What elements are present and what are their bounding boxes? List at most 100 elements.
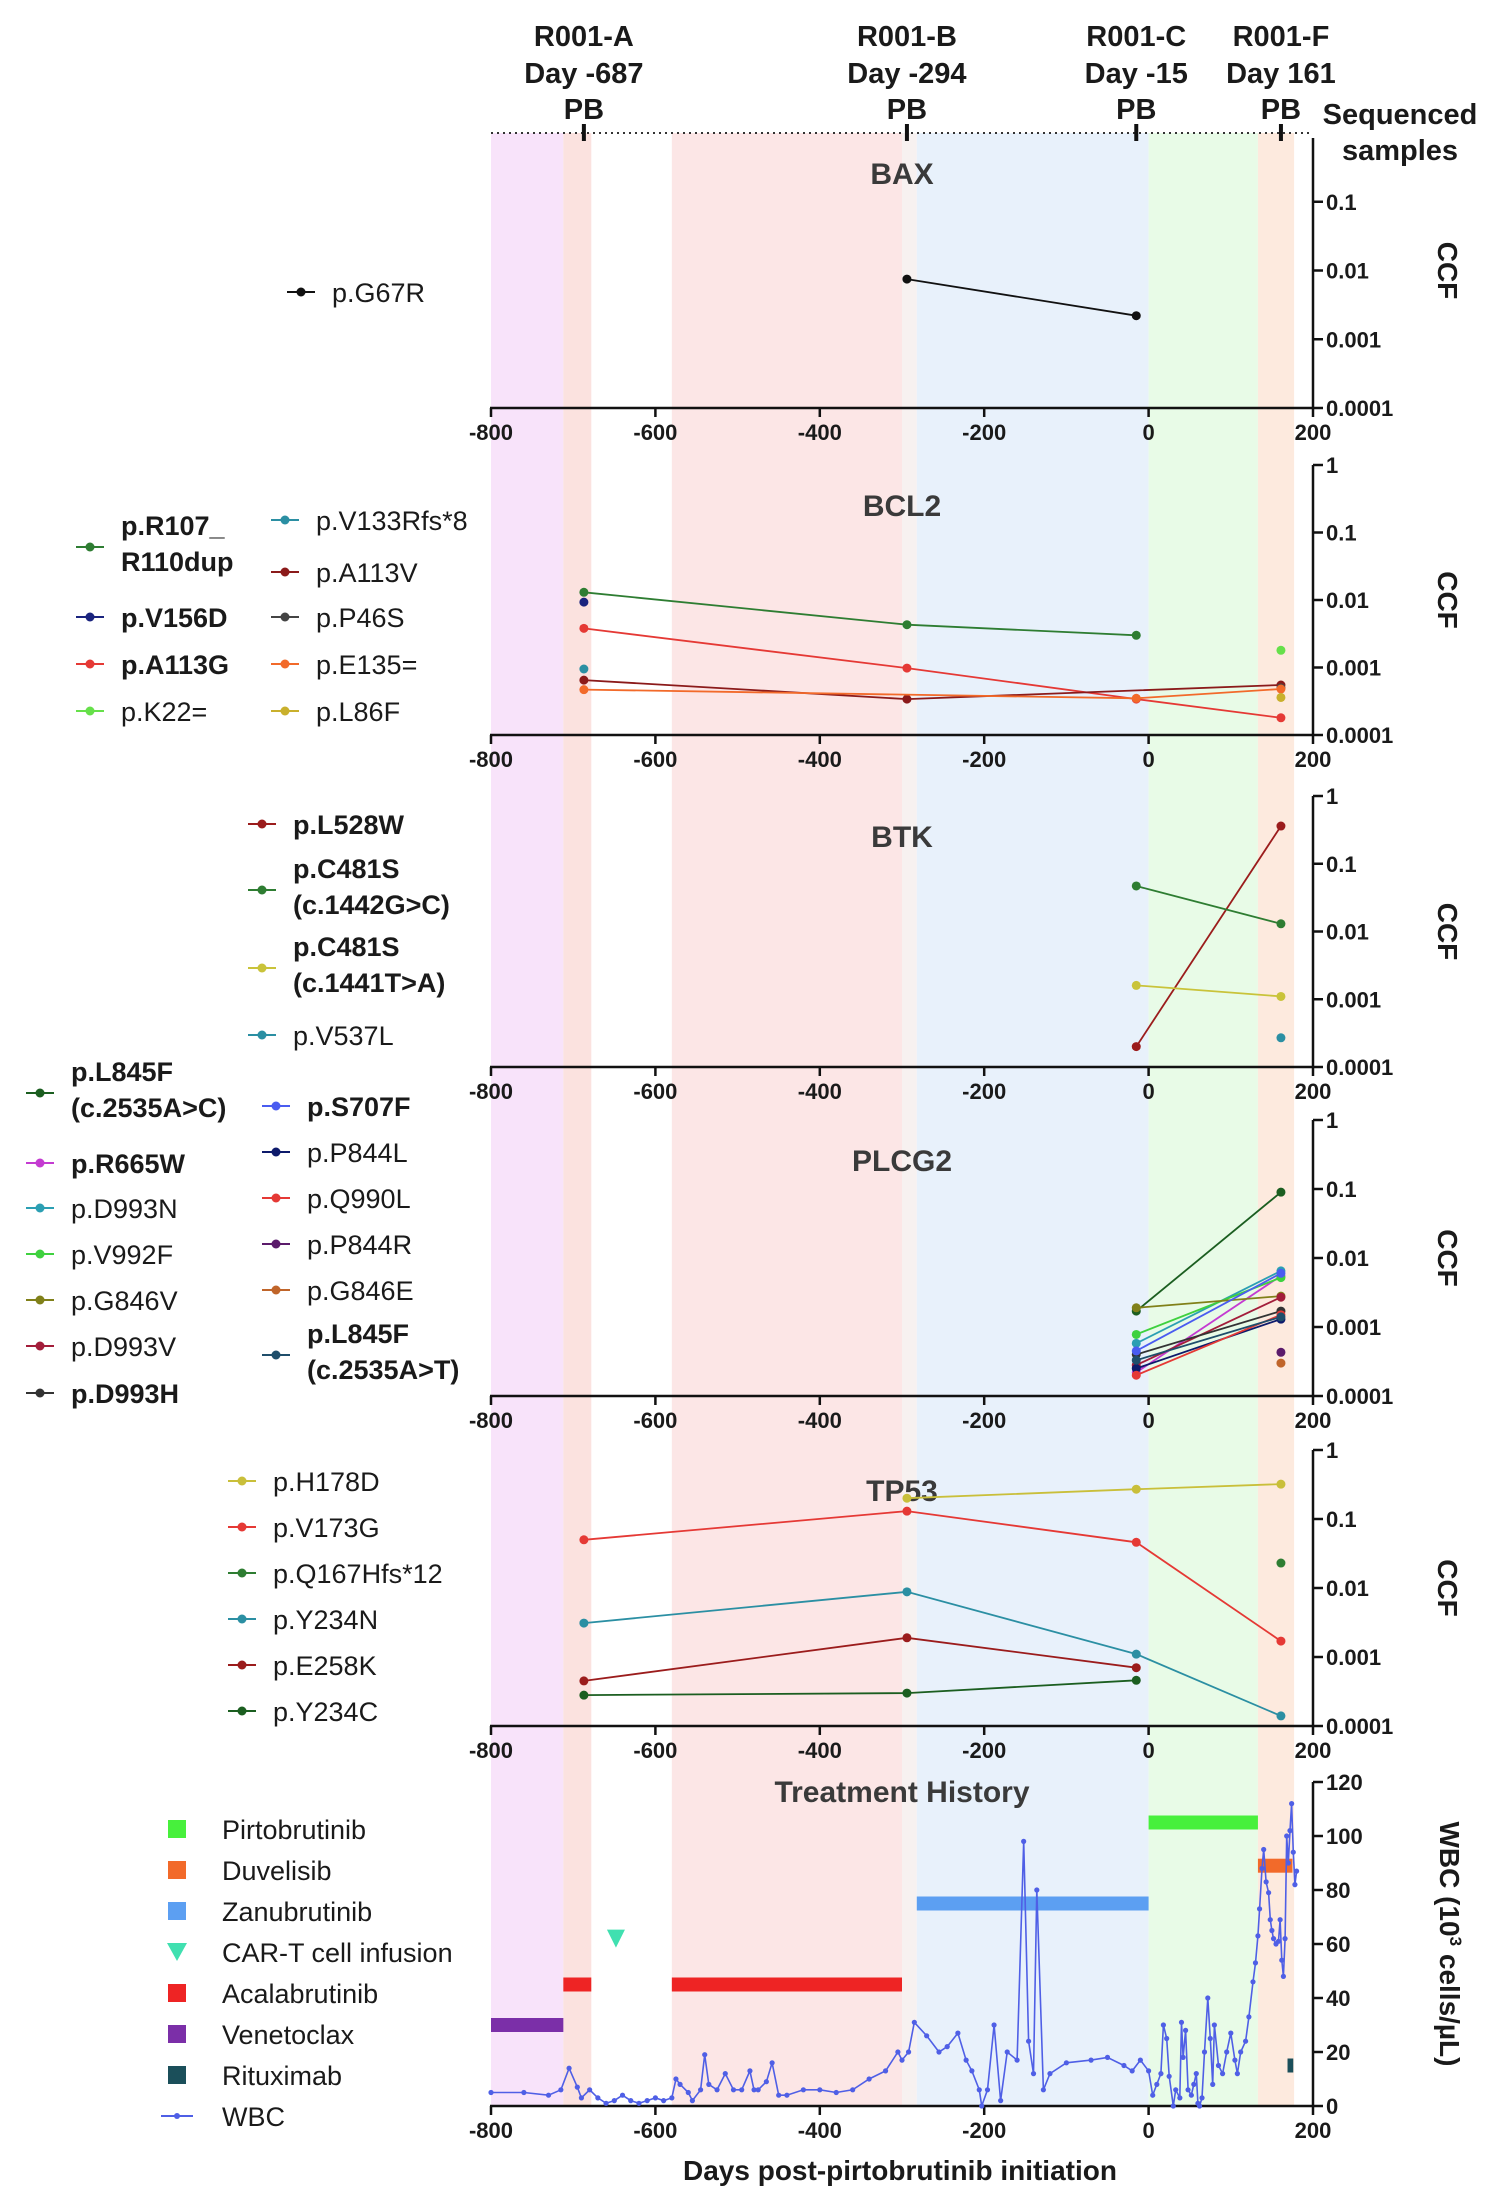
legend-entry-bax-p-g67r: p.G67R [287,278,425,308]
legend-label: p.L845F [71,1057,173,1087]
legend-label: (c.2535A>T) [307,1355,459,1385]
wbc-point [991,2022,997,2028]
legend-entry-bcl2-p-p46s: p.P46S [271,603,405,633]
series-line [1136,885,1282,925]
series-line [1136,1318,1282,1370]
x-axis-panel-3: -800 -600 -400 -200 0 200 [469,1394,1331,1433]
wbc-point [1104,2054,1111,2060]
wbc-point [1277,1917,1283,1923]
series-btk-p-c481s-c-1441t-a [1131,980,1286,1001]
series-line [1136,984,1281,998]
data-point [1276,1711,1286,1721]
series-line [1135,1275,1282,1374]
panel-tp53: 0.0001 0.001 0.01 0.1 1 CCF TP53 -800 -600 -400 -2… [228,1438,1463,1763]
data-point [1131,1042,1141,1052]
legend-entry-plcg2-p-p844r: p.P844R [262,1230,412,1260]
series-tp53-p-q167hfs-12 [1276,1558,1286,1568]
sample-type-r001-c: PB [1116,94,1156,126]
series-line [1135,1270,1282,1345]
data-point [1131,1303,1141,1313]
wbc-point [1040,2087,1046,2093]
legend-marker [280,706,290,716]
legend-swatch [168,2025,186,2043]
legend-entry-tp53-p-h178d: p.H178D [228,1467,380,1497]
ccf-tick-label: 0.1 [1326,1507,1357,1532]
wbc-point [566,2065,572,2071]
ccf-axis-title: CCF [1432,1229,1463,1287]
wbc-point [1285,1860,1291,1866]
wbc-point [1170,2103,1176,2109]
wbc-point [1193,2071,1199,2077]
sample-day-r001-b: Day -294 [847,58,966,90]
legend-marker [35,1203,45,1213]
wbc-point [1164,2035,1170,2042]
legend-entry-bcl2-p-l86f: p.L86F [271,697,400,727]
legend-marker [237,1522,247,1532]
legend-marker [237,1706,247,1716]
wbc-point [644,2098,650,2104]
legend-swatch-dot [174,2113,180,2119]
x-tick-label: -400 [798,1408,842,1433]
wbc-point [1205,1995,1211,2001]
legend-label: p.G846E [307,1276,414,1306]
wbc-point [1166,2073,1172,2079]
wbc-point [747,2068,753,2074]
x-tick-label: 200 [1295,747,1332,772]
sample-name-r001-a: R001-A [534,21,634,53]
legend-entry-btk-p-c481s-c-1441t-a: p.C481S (c.1441T>A) [248,932,445,998]
wbc-tick-label: 20 [1326,2040,1350,2065]
wbc-point [1255,1933,1261,1939]
x-tick-label: -200 [962,1408,1006,1433]
data-point [1131,1649,1141,1659]
data-point [1131,693,1141,703]
x-tick-label: 200 [1295,420,1332,445]
series-bax-p-g67r [902,274,1141,321]
legend-label: p.C481S [293,854,400,884]
x-tick-label: -600 [633,2118,677,2143]
wbc-point [1034,1887,1040,1893]
ccf-tick-label: 0.001 [1326,987,1381,1012]
legend-entry-plcg2-p-l845f-c-2535a-t: p.L845F (c.2535A>T) [262,1319,459,1385]
legend-swatch [168,1861,186,1879]
wbc-point [1289,1801,1295,1807]
x-axis-panel-1: -800 -600 -400 -200 0 200 [469,733,1332,772]
legend-label: p.Y234N [273,1605,378,1635]
legend-marker [280,515,290,525]
ccf-tick-label: 0.0001 [1326,396,1393,421]
legend-marker [35,1249,45,1259]
wbc-point [1252,1960,1259,1966]
wbc-point [1261,1846,1267,1853]
wbc-point [963,2057,969,2063]
wbc-tick-label: 100 [1326,1824,1363,1849]
wbc-point [1154,2081,1160,2087]
shading-band-2 [671,133,902,2106]
wbc-point [755,2087,761,2093]
series-line [1135,1272,1282,1352]
series-bcl2-p-k22 [1276,645,1286,655]
legend-entry-plcg2-p-g846v: p.G846V [26,1286,178,1316]
legend-marker [271,1350,281,1360]
x-tick-label: -600 [633,420,677,445]
wbc-point [1263,1879,1269,1885]
shading-band-6 [1257,133,1295,2106]
ccf-tick-label: 0.01 [1326,259,1369,284]
legend-label: p.L845F [307,1319,409,1349]
wbc-point [800,2087,806,2093]
legend-marker [280,659,290,669]
legend-entry-bcl2-p-a113g: p.A113G [76,650,229,680]
shading-band-1 [563,133,592,2106]
data-point [902,1633,912,1643]
series-tp53-p-v173g [579,1506,1286,1646]
treatment-bar-acalabrutinib [563,1977,592,1992]
wbc-point [1047,2071,1053,2077]
wbc-point [1063,2060,1069,2066]
legend-swatch [168,2066,186,2084]
legend-entry-plcg2-p-p844l: p.P844L [262,1138,408,1168]
wbc-point [979,2103,985,2109]
legend-label: p.R107_ [121,511,226,541]
data-point [579,1618,589,1628]
ccf-tick-label: 0.001 [1326,656,1381,681]
data-point [1131,980,1141,990]
legend-entry-bcl2-p-v133rfs-8: p.V133Rfs*8 [271,506,468,536]
wbc-point [1250,1979,1256,1985]
